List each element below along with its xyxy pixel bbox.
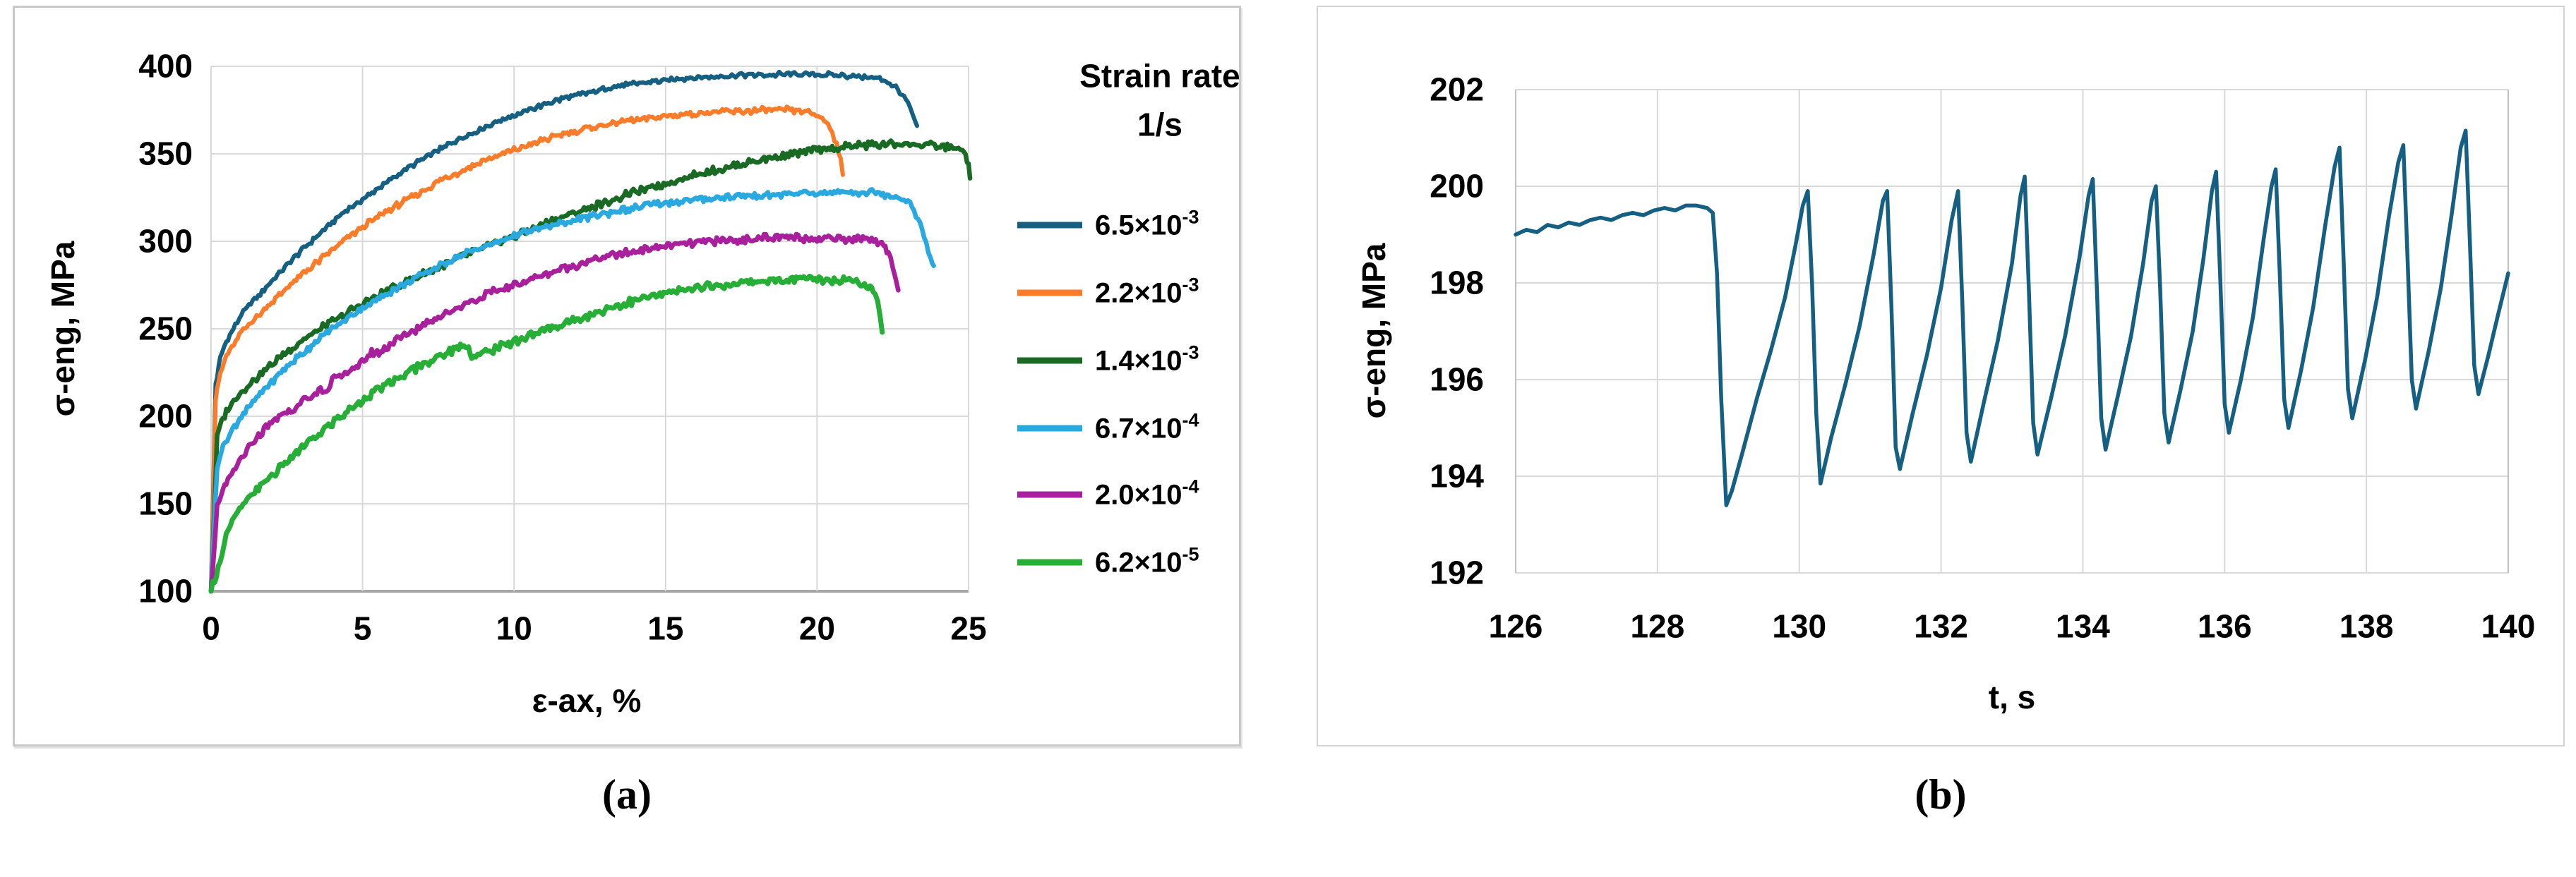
y-axis-title: σ-eng, MPa [1355,243,1392,418]
series-curve-serrated-flow-curve [1514,128,2510,507]
x-axis-title: t, s [1989,679,2035,715]
y-tick-label: 200 [1430,168,1484,205]
y-axis-title: σ-eng, MPa [44,241,81,416]
data-series [208,69,973,594]
stress-time-chart: 192 194 196 198 200 202 126 128 130 132 134 136 138 1… [1355,71,2535,715]
y-tick-label: 200 [138,398,193,435]
legend-label-6.5×10⁻³: 6.5×10-3 [1095,207,1199,241]
x-tick-label: 20 [799,610,835,647]
x-tick-label: 130 [1772,608,1826,645]
x-tick-label: 25 [950,610,986,647]
axis-tick-labels: 100 150 200 250 300 350 400 0 5 10 15 20 25 [138,48,986,647]
legend-label-6.2×10⁻⁵: 6.2×10-5 [1095,544,1199,579]
subfigure-caption-a: (a) [602,771,652,818]
data-series [1514,128,2510,507]
y-tick-label: 202 [1430,71,1484,108]
y-tick-label: 250 [138,310,193,347]
x-tick-label: 5 [354,610,372,647]
x-tick-label: 0 [202,610,220,647]
x-tick-label: 136 [2198,608,2252,645]
x-tick-label: 10 [496,610,532,647]
x-tick-label: 138 [2340,608,2394,645]
series-curve-6.2×10⁻⁵ [208,273,885,594]
series-curve-6.7×10⁻⁴ [208,187,936,594]
legend: Strain rate 1/s 6.5×10-3 2.2×10-3 1.4×10-3 6.… [1017,58,1239,579]
legend-title: 1/s [1137,107,1182,143]
x-tick-label: 134 [2056,608,2110,645]
serrated-flow-chart-panel: 192 194 196 198 200 202 126 128 130 132 134 136 138 1… [1317,6,2565,746]
stress-strain-chart-panel: 100 150 200 250 300 350 400 0 5 10 15 20 25 ε-ax, % σ-… [13,6,1241,746]
x-tick-label: 128 [1630,608,1684,645]
axis-tick-labels: 192 194 196 198 200 202 126 128 130 132 134 136 138 1… [1430,71,2535,645]
y-tick-label: 300 [138,223,193,260]
legend-label-2.2×10⁻³: 2.2×10-3 [1095,274,1199,309]
y-tick-label: 198 [1430,265,1484,301]
series-curve-6.5×10⁻³ [209,69,919,593]
y-tick-label: 192 [1430,555,1484,591]
subfigure-caption-b: (b) [1915,771,1967,818]
x-axis-title: ε-ax, % [532,682,642,719]
x-tick-label: 126 [1489,608,1543,645]
x-tick-label: 140 [2481,608,2536,645]
series-curve-2.2×10⁻³ [209,104,845,593]
legend-label-1.4×10⁻³: 1.4×10-3 [1095,342,1199,377]
legend-title: Strain rate [1079,58,1239,95]
y-tick-label: 100 [138,573,193,610]
stress-strain-chart: 100 150 200 250 300 350 400 0 5 10 15 20 25 ε-ax, % σ-… [44,48,1239,719]
y-tick-label: 196 [1430,361,1484,398]
series-curve-1.4×10⁻³ [208,138,973,594]
gridlines [1515,89,2509,574]
series-curve-2.0×10⁻⁴ [208,231,901,594]
legend-label-6.7×10⁻⁴: 6.7×10-4 [1095,410,1199,444]
y-tick-label: 194 [1430,458,1484,495]
y-tick-label: 400 [138,48,193,85]
legend-label-2.0×10⁻⁴: 2.0×10-4 [1095,476,1199,511]
x-tick-label: 132 [1914,608,1968,645]
y-tick-label: 350 [138,135,193,172]
x-tick-label: 15 [647,610,683,647]
y-tick-label: 150 [138,485,193,522]
